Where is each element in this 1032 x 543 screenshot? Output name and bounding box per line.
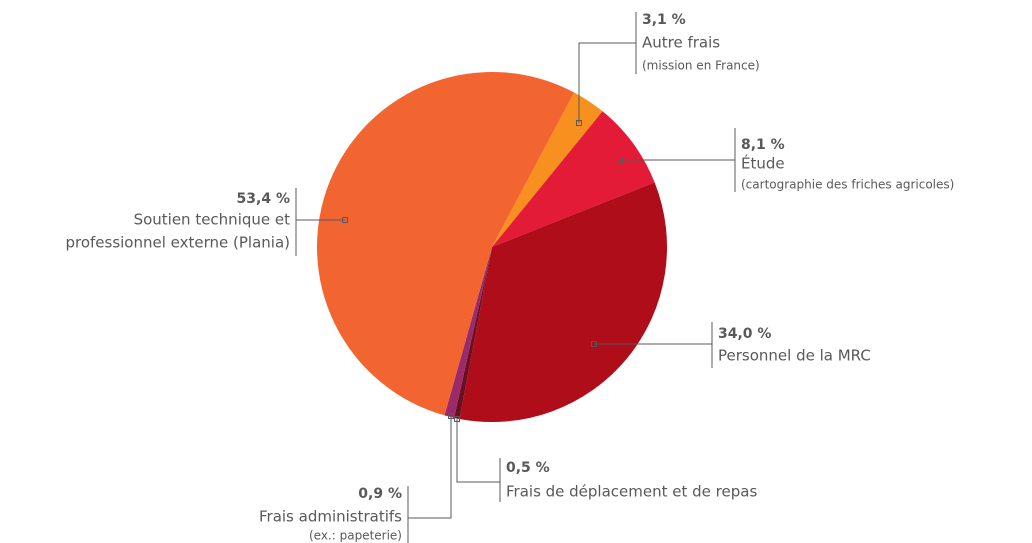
category-label: Étude: [741, 154, 785, 173]
category-label: professionnel externe (Plania): [65, 234, 290, 252]
leader-line: [578, 42, 636, 123]
pie-slice: [492, 92, 603, 248]
category-label: Frais administratifs: [259, 508, 402, 526]
leader-marker: [576, 120, 582, 126]
leader-marker: [342, 217, 348, 223]
value-label: 0,9 %: [358, 486, 402, 502]
pie-slice: [492, 111, 655, 248]
value-label: 3,1 %: [642, 12, 686, 28]
category-label: Personnel de la MRC: [718, 347, 871, 365]
category-sublabel: (ex.: papeterie): [309, 529, 402, 543]
value-label: 34,0 %: [718, 326, 771, 342]
pie-slice: [317, 71, 575, 416]
leader-marker: [454, 416, 460, 422]
leader-line: [456, 419, 500, 483]
leader-marker: [448, 413, 454, 419]
pie-slice: [444, 247, 492, 418]
value-label: 8,1 %: [741, 137, 785, 153]
pie-slice: [454, 247, 492, 419]
leader-marker: [617, 157, 623, 163]
category-sublabel: (cartographie des friches agricoles): [741, 178, 954, 192]
leader-marker: [591, 341, 597, 347]
category-label: Soutien technique et: [134, 211, 291, 229]
category-label: Autre frais: [642, 34, 720, 52]
pie-slice: [459, 182, 668, 423]
value-label: 0,5 %: [506, 460, 550, 476]
category-sublabel: (mission en France): [642, 59, 760, 73]
value-label: 53,4 %: [237, 191, 290, 207]
category-label: Frais de déplacement et de repas: [506, 483, 757, 501]
leader-line: [408, 416, 452, 519]
